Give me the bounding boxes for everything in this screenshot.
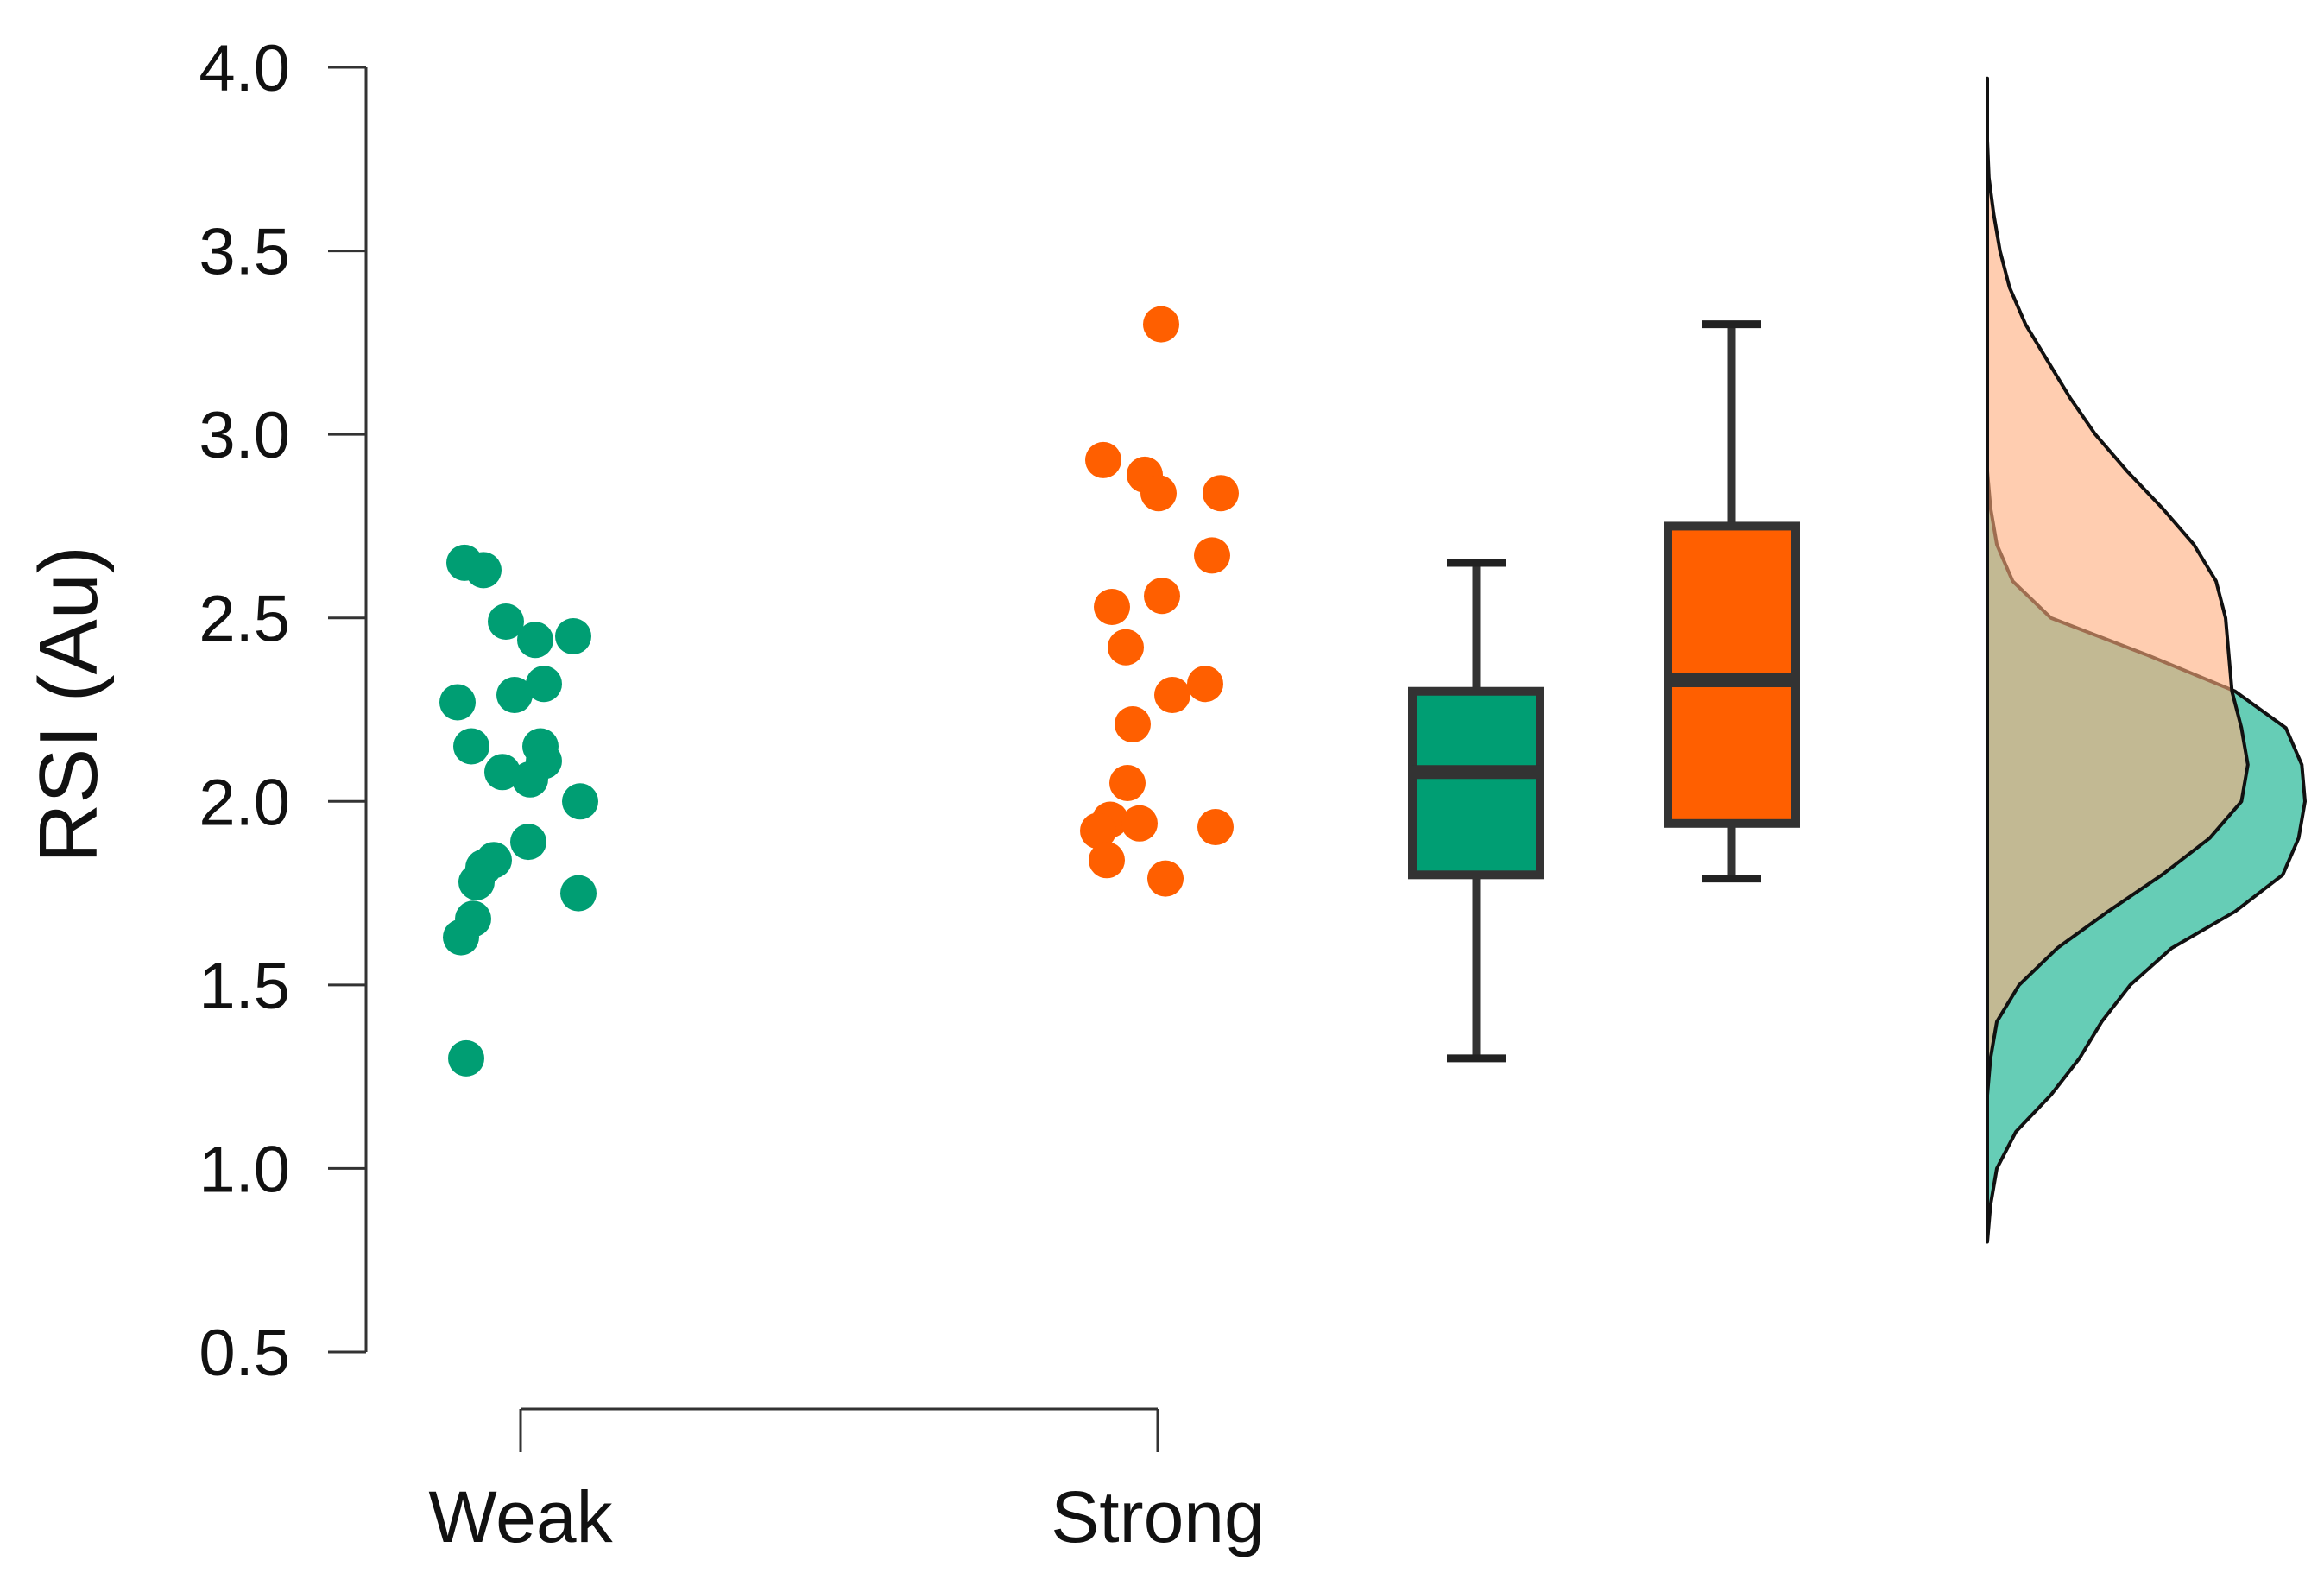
- boxplot-strong: [1664, 320, 1800, 883]
- density-layer: [1986, 76, 2307, 1244]
- y-tick-label: 3.0: [199, 399, 290, 472]
- y-tick-label: 3.5: [199, 216, 290, 289]
- data-point: [448, 1039, 484, 1077]
- data-point: [1194, 537, 1230, 574]
- y-tick-label: 1.5: [199, 950, 290, 1023]
- data-point: [1109, 765, 1146, 801]
- points-strong: [1080, 306, 1239, 897]
- data-point: [1144, 578, 1180, 615]
- density-strong: [1986, 76, 2250, 1097]
- y-axis: 4.0 3.5 3.0 2.5 2.0 1.5 1.0 0.5: [199, 32, 368, 1390]
- data-point: [555, 618, 591, 654]
- y-tick-label: 0.5: [199, 1317, 290, 1390]
- data-point: [458, 863, 495, 900]
- data-point: [526, 666, 562, 703]
- x-category-label: Strong: [1051, 1476, 1265, 1557]
- data-point: [465, 552, 502, 589]
- box-layer: [1408, 320, 1800, 1063]
- data-point: [510, 824, 546, 861]
- data-point: [1140, 475, 1177, 512]
- data-point: [562, 783, 598, 820]
- data-point: [1115, 706, 1151, 742]
- data-point: [1089, 842, 1125, 879]
- data-point: [1080, 812, 1116, 850]
- y-tick-label: 2.0: [199, 766, 290, 839]
- y-tick-label: 2.5: [199, 583, 290, 656]
- box-iqr: [1408, 686, 1544, 880]
- y-tick-label: 4.0: [199, 32, 290, 105]
- boxplot-weak: [1408, 559, 1544, 1063]
- data-point: [1147, 860, 1184, 897]
- data-point: [517, 622, 553, 659]
- y-axis-title: RSI (Au): [22, 546, 115, 863]
- data-point: [443, 919, 479, 956]
- y-tick-label: 1.0: [199, 1133, 290, 1206]
- data-point: [439, 684, 476, 721]
- data-point: [484, 754, 521, 791]
- data-point: [1143, 306, 1179, 343]
- data-point: [1094, 589, 1130, 625]
- data-point: [1085, 441, 1121, 478]
- data-point: [1197, 809, 1234, 845]
- points-weak: [439, 544, 598, 1077]
- data-point: [512, 761, 548, 798]
- data-point: [1187, 666, 1223, 703]
- data-point: [1108, 629, 1144, 666]
- data-point: [1203, 475, 1239, 512]
- x-axis: Weak Strong: [428, 1407, 1265, 1557]
- data-point: [453, 728, 489, 765]
- data-point: [1154, 677, 1190, 713]
- data-point: [496, 677, 533, 713]
- x-category-label: Weak: [428, 1476, 613, 1557]
- data-point: [488, 603, 524, 640]
- point-layer: [439, 306, 1239, 1077]
- data-point: [560, 875, 597, 912]
- data-point: [1121, 805, 1158, 842]
